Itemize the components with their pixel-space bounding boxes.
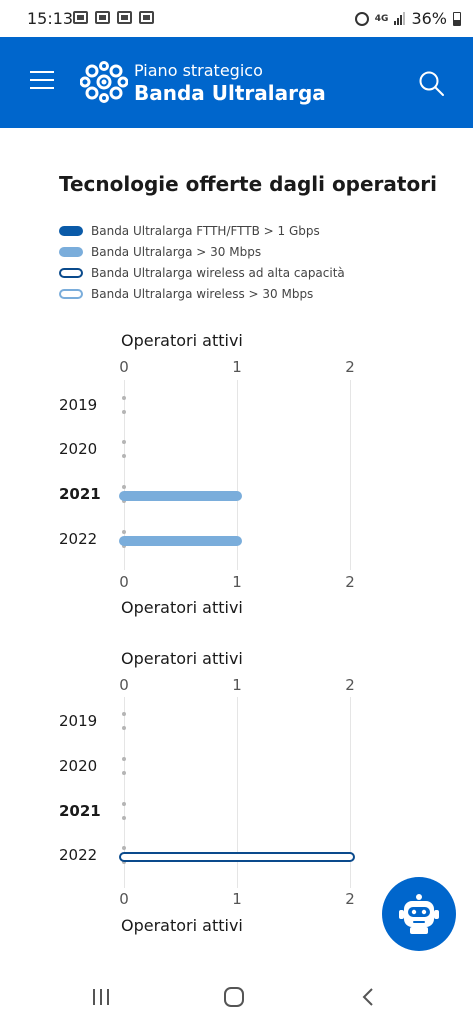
chart-legend: Banda Ultralarga FTTH/FTTB > 1 Gbps Band… (59, 220, 345, 304)
network-type: 4G (374, 13, 389, 24)
legend-label: Banda Ultralarga wireless > 30 Mbps (91, 286, 314, 301)
x-tick-label: 1 (232, 676, 242, 694)
notification-icon (95, 11, 110, 24)
x-tick-label: 1 (232, 358, 242, 376)
app-header: Piano strategico Banda Ultralarga (0, 37, 473, 128)
recent-apps-icon[interactable] (93, 989, 111, 1005)
legend-item: Banda Ultralarga wireless > 30 Mbps (59, 283, 345, 304)
assistant-button[interactable] (382, 877, 456, 951)
gridline (124, 380, 125, 570)
x-tick-label: 2 (345, 890, 355, 908)
legend-item: Banda Ultralarga > 30 Mbps (59, 241, 345, 262)
zero-value-dot (122, 499, 126, 503)
y-category-label: 2019 (59, 712, 98, 730)
gridline (350, 380, 351, 570)
x-tick-label: 2 (345, 358, 355, 376)
back-icon[interactable] (360, 986, 376, 1008)
legend-label: Banda Ultralarga > 30 Mbps (91, 244, 262, 259)
x-axis-title-bottom: Operatori attivi (121, 916, 243, 935)
zero-value-dot (122, 860, 126, 864)
x-tick-label: 2 (345, 676, 355, 694)
legend-label: Banda Ultralarga wireless ad alta capaci… (91, 265, 345, 280)
battery-icon (453, 11, 461, 26)
x-tick-label: 0 (119, 676, 129, 694)
notification-icon (117, 11, 132, 24)
y-category-label: 2020 (59, 440, 98, 458)
alarm-icon (354, 11, 369, 26)
system-nav-bar (0, 970, 473, 1024)
legend-item: Banda Ultralarga wireless ad alta capaci… (59, 262, 345, 283)
x-tick-label: 2 (345, 573, 355, 591)
status-time: 15:13 (27, 9, 74, 28)
y-category-label: 2021 (59, 485, 101, 503)
x-tick-label: 1 (232, 890, 242, 908)
legend-label: Banda Ultralarga FTTH/FTTB > 1 Gbps (91, 223, 320, 238)
x-tick-label: 0 (119, 573, 129, 591)
x-tick-label: 0 (119, 358, 129, 376)
x-axis-title-bottom: Operatori attivi (121, 598, 243, 617)
legend-swatch (59, 246, 83, 257)
notification-icon (73, 11, 88, 24)
zero-value-dot (122, 816, 126, 820)
section-title: Tecnologie offerte dagli operatori (59, 172, 437, 196)
zero-value-dot (122, 846, 126, 850)
zero-value-dot (122, 726, 126, 730)
y-category-label: 2022 (59, 846, 98, 864)
zero-value-dot (122, 530, 126, 534)
zero-value-dot (122, 485, 126, 489)
zero-value-dot (122, 757, 126, 761)
chart-bar[interactable] (119, 536, 242, 546)
x-tick-label: 0 (119, 890, 129, 908)
hamburger-menu-icon[interactable] (30, 71, 54, 89)
status-bar: 15:13 4G 36% (0, 0, 473, 37)
chart-bar[interactable] (119, 852, 355, 862)
x-tick-label: 1 (232, 573, 242, 591)
zero-value-dot (122, 771, 126, 775)
battery-percent: 36% (411, 9, 447, 28)
legend-swatch (59, 225, 83, 236)
gridline (237, 697, 238, 888)
x-axis-title-top: Operatori attivi (121, 331, 243, 350)
legend-item: Banda Ultralarga FTTH/FTTB > 1 Gbps (59, 220, 345, 241)
home-icon[interactable] (224, 987, 244, 1007)
gridline (124, 697, 125, 888)
signal-icon (394, 12, 406, 25)
legend-swatch (59, 267, 83, 278)
robot-assistant-icon (399, 894, 439, 934)
y-category-label: 2021 (59, 802, 101, 820)
gridline (350, 697, 351, 888)
chart-bar[interactable] (119, 491, 242, 501)
zero-value-dot (122, 440, 126, 444)
y-category-label: 2022 (59, 530, 98, 548)
search-icon[interactable] (418, 70, 446, 98)
brand-title: Banda Ultralarga (134, 81, 326, 105)
x-axis-title-top: Operatori attivi (121, 649, 243, 668)
y-category-label: 2020 (59, 757, 98, 775)
status-indicators: 4G 36% (354, 9, 461, 28)
zero-value-dot (122, 712, 126, 716)
y-category-label: 2019 (59, 396, 98, 414)
zero-value-dot (122, 410, 126, 414)
notification-icon (139, 11, 154, 24)
legend-swatch (59, 288, 83, 299)
logo-icon (80, 61, 128, 103)
zero-value-dot (122, 454, 126, 458)
gridline (237, 380, 238, 570)
brand-subtitle: Piano strategico (134, 61, 263, 80)
zero-value-dot (122, 802, 126, 806)
zero-value-dot (122, 396, 126, 400)
zero-value-dot (122, 544, 126, 548)
